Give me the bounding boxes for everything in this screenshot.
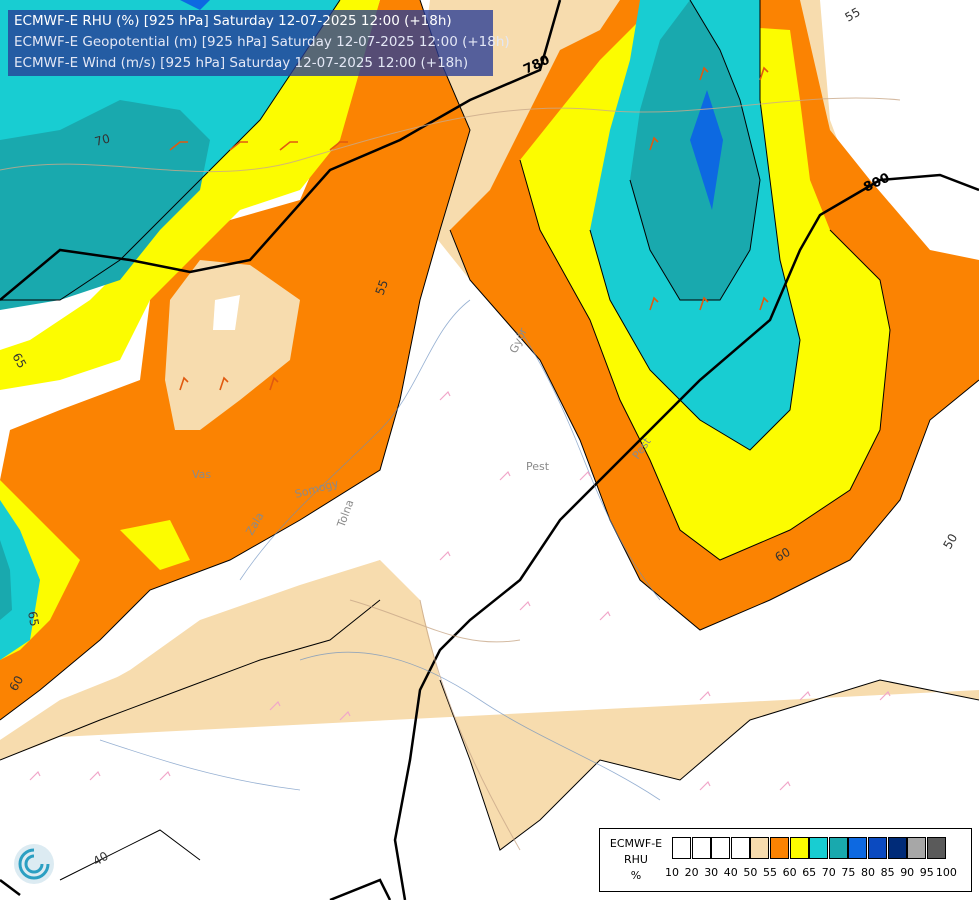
title-geopotential: ECMWF-E Geopotential (m) [925 hPa] Satur… — [14, 34, 510, 50]
legend-swatch — [672, 837, 691, 859]
rhu-label: 55 — [373, 278, 391, 297]
legend-swatch — [848, 837, 868, 859]
legend-tick-label: 55 — [763, 866, 777, 879]
legend-swatch — [789, 837, 809, 859]
legend-tick-label: 95 — [919, 866, 934, 879]
place-label: Pest — [526, 460, 550, 473]
legend-swatch — [711, 837, 731, 859]
legend-tick-label: 90 — [900, 866, 915, 879]
legend-swatch — [691, 837, 711, 859]
legend-swatch — [887, 837, 907, 859]
legend-tick-label: 70 — [821, 866, 836, 879]
legend-swatch — [750, 837, 770, 859]
rhu-label: 65 — [25, 610, 41, 627]
legend-tick-label: 60 — [782, 866, 797, 879]
legend-swatch — [770, 837, 789, 859]
legend-swatch — [809, 837, 829, 859]
legend-swatch — [926, 837, 946, 859]
rhu-label: 70 — [93, 131, 111, 148]
legend-title-line: % — [630, 869, 642, 882]
rhu-label: 40 — [91, 849, 111, 869]
ecmwf-logo-icon — [14, 844, 54, 884]
title-rhu: ECMWF-E RHU (%) [925 hPa] Saturday 12-07… — [14, 13, 452, 29]
legend-swatch — [828, 837, 848, 859]
rhu-legend: ECMWF-E RHU % 10 20 30 40 50 55 60 65 70 75 80 85 90… — [599, 828, 972, 892]
rhu-region-75 — [690, 90, 723, 210]
legend-tick-label: 80 — [861, 866, 875, 879]
legend-tick-label: 10 — [665, 866, 679, 879]
rhu-label: 55 — [843, 5, 863, 25]
legend-title-line: RHU — [624, 853, 648, 866]
place-label: Vas — [192, 468, 211, 481]
rhu-label: 60 — [6, 673, 26, 693]
legend-tick-label: 20 — [684, 866, 699, 879]
legend-swatch — [907, 837, 927, 859]
legend-tick-label: 65 — [802, 866, 817, 879]
title-wind: ECMWF-E Wind (m/s) [925 hPa] Saturday 12… — [14, 55, 469, 71]
legend-tick-label: 75 — [841, 866, 856, 879]
legend-tick-label: 30 — [704, 866, 719, 879]
legend-swatch — [868, 837, 887, 859]
rhu-label: 60 — [773, 545, 793, 565]
legend-title-line: ECMWF-E — [609, 837, 663, 850]
legend-tick-label: 100 — [935, 866, 957, 879]
rhu-label: 50 — [940, 531, 960, 551]
legend-swatch — [730, 837, 750, 859]
rhu-label: 65 — [9, 351, 29, 371]
legend-tick-label: 40 — [723, 866, 738, 879]
legend-tick-label: 50 — [743, 866, 758, 879]
geopotential-780-line — [0, 0, 562, 301]
legend-tick-label: 85 — [880, 866, 895, 879]
map-title-box: ECMWF-E RHU (%) [925 hPa] Saturday 12-07… — [8, 10, 510, 76]
geopotential-800-line — [393, 173, 979, 900]
